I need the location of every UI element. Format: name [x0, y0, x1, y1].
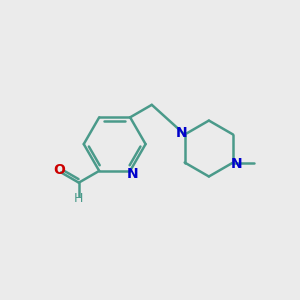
Text: N: N — [231, 157, 242, 171]
Text: N: N — [175, 126, 187, 140]
Text: H: H — [74, 192, 83, 206]
Text: O: O — [53, 163, 65, 177]
Text: N: N — [127, 167, 138, 182]
